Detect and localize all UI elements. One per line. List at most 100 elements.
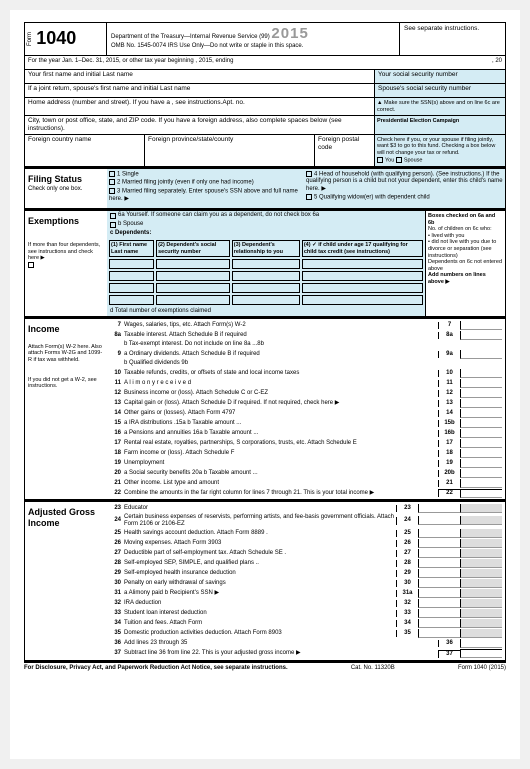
dep-row[interactable] xyxy=(109,259,154,269)
agi-label: Adjusted Gross Income xyxy=(25,502,107,659)
6d-text: d Total number of exemptions claimed xyxy=(110,308,211,315)
address-row: Home address (number and street). If you… xyxy=(24,98,506,116)
filing-label: Filing Status Check only one box. xyxy=(25,169,107,208)
amt-mid-31a[interactable] xyxy=(418,589,460,598)
your-ssn-field[interactable]: Your social security number xyxy=(375,70,505,83)
form-footer: Form 1040 (2015) xyxy=(458,665,506,672)
amt-mid-35[interactable] xyxy=(418,629,460,638)
line-30: 30Penalty on early withdrawal of savings… xyxy=(107,579,505,589)
amt-15b[interactable] xyxy=(460,419,502,428)
line-17: 17Rental real estate, royalties, partner… xyxy=(107,438,505,448)
filing-2-cb[interactable] xyxy=(109,179,115,185)
filing-sub: Check only one box. xyxy=(28,186,104,193)
foreign-country[interactable]: Foreign country name xyxy=(25,135,145,166)
footer: For Disclosure, Privacy Act, and Paperwo… xyxy=(24,661,506,672)
amt-mid-30[interactable] xyxy=(418,579,460,588)
your-name-field[interactable]: Your first name and initial Last name xyxy=(25,70,375,83)
ssn-warning: ▲ Make sure the SSN(s) above and on line… xyxy=(375,98,505,115)
filing-3-cb[interactable] xyxy=(109,188,115,194)
amt-16b[interactable] xyxy=(460,429,502,438)
amt-mid-23[interactable] xyxy=(418,504,460,513)
line-35: 35Domestic production activities deducti… xyxy=(107,629,505,639)
amt-mid-29[interactable] xyxy=(418,569,460,578)
spouse-checkbox[interactable] xyxy=(396,157,402,163)
dep-row[interactable] xyxy=(109,271,154,281)
filing-4-cb[interactable] xyxy=(306,171,312,177)
amt-17[interactable] xyxy=(460,439,502,448)
form-1040-page: Form 1040 Department of the Treasury—Int… xyxy=(10,10,520,759)
amt-13[interactable] xyxy=(460,399,502,408)
period-text: For the year Jan. 1–Dec. 31, 2015, or ot… xyxy=(28,58,233,67)
line-22: 22Combine the amounts in the far right c… xyxy=(107,488,505,498)
line-9a: 9a Ordinary dividends. Attach Schedule B… xyxy=(107,349,505,359)
amt-18[interactable] xyxy=(460,449,502,458)
dep-col4: (4) ✓ if child under age 17 qualifying f… xyxy=(302,240,423,257)
exemptions-label: Exemptions If more than four dependents,… xyxy=(25,211,107,316)
amt-22[interactable] xyxy=(460,489,502,498)
header-middle: Department of the Treasury—Internal Reve… xyxy=(107,23,400,55)
amt-mid-26[interactable] xyxy=(418,539,460,548)
filing-1: 1 Single xyxy=(117,171,139,177)
you-checkbox[interactable] xyxy=(377,157,383,163)
you-label: You xyxy=(385,157,394,163)
amt-10[interactable] xyxy=(460,369,502,378)
amt-mid-24[interactable] xyxy=(418,516,460,525)
amt-mid-34[interactable] xyxy=(418,619,460,628)
line-7: 7Wages, salaries, tips, etc. Attach Form… xyxy=(107,320,505,330)
disclosure: For Disclosure, Privacy Act, and Paperwo… xyxy=(24,665,288,672)
line-25: 25Health savings account deduction. Atta… xyxy=(107,529,505,539)
omb-number: OMB No. 1545-0074 xyxy=(111,43,166,49)
line-36: 36Add lines 23 through 3536 xyxy=(107,639,505,649)
amt-36[interactable] xyxy=(460,639,502,648)
dep-col3: (3) Dependent's relationship to you xyxy=(232,240,300,257)
line-: b Tax-exempt interest. Do not include on… xyxy=(107,340,505,349)
amt-mid-25[interactable] xyxy=(418,529,460,538)
amt-19[interactable] xyxy=(460,459,502,468)
r3: • did not live with you due to divorce o… xyxy=(428,239,496,258)
amt-14[interactable] xyxy=(460,409,502,418)
6a-cb[interactable] xyxy=(110,213,116,219)
spouse-ssn-field[interactable]: Spouse's social security number xyxy=(375,84,505,97)
amt-37[interactable] xyxy=(460,649,502,658)
line-18: 18Farm income or (loss). Attach Schedule… xyxy=(107,448,505,458)
spouse-name-field[interactable]: If a joint return, spouse's first name a… xyxy=(25,84,375,97)
amt-mid-27[interactable] xyxy=(418,549,460,558)
line-8a: 8aTaxable interest. Attach Schedule B if… xyxy=(107,330,505,340)
filing-4: 4 Head of household (with qualifying per… xyxy=(306,171,503,191)
amt-8a[interactable] xyxy=(460,331,502,340)
dep-row[interactable] xyxy=(109,295,154,305)
dep-row[interactable] xyxy=(109,283,154,293)
filing-1-cb[interactable] xyxy=(109,171,115,177)
exemptions-body: 6a Yourself. If someone can claim you as… xyxy=(107,211,425,316)
city-row: City, town or post office, state, and ZI… xyxy=(24,116,506,135)
amt-12[interactable] xyxy=(460,389,502,398)
amt-11[interactable] xyxy=(460,379,502,388)
agi-section: Adjusted Gross Income 23Educator2324Cert… xyxy=(24,500,506,660)
more-dep-cb[interactable] xyxy=(28,262,34,268)
amt-mid-32[interactable] xyxy=(418,599,460,608)
amt-9a[interactable] xyxy=(460,350,502,359)
boxes-checked: Boxes checked on 6a and 6b xyxy=(428,213,495,226)
tax-period-row: For the year Jan. 1–Dec. 31, 2015, or ot… xyxy=(24,56,506,70)
agi-lines: 23Educator2324Certain business expenses … xyxy=(107,502,505,659)
your-name-row: Your first name and initial Last name Yo… xyxy=(24,70,506,84)
amt-20b[interactable] xyxy=(460,469,502,478)
address-field[interactable]: Home address (number and street). If you… xyxy=(25,98,375,115)
city-field[interactable]: City, town or post office, state, and ZI… xyxy=(25,116,375,134)
filing-5-cb[interactable] xyxy=(306,194,312,200)
line-10: 10Taxable refunds, credits, or offsets o… xyxy=(107,368,505,378)
amt-21[interactable] xyxy=(460,479,502,488)
amt-7[interactable] xyxy=(460,321,502,330)
foreign-postal[interactable]: Foreign postal code xyxy=(315,135,375,166)
6a-text: 6a Yourself. If someone can claim you as… xyxy=(118,212,319,219)
foreign-province[interactable]: Foreign province/state/county xyxy=(145,135,315,166)
dep-col1: (1) First name Last name xyxy=(109,240,154,257)
form-number: 1040 xyxy=(36,28,76,50)
amt-mid-28[interactable] xyxy=(418,559,460,568)
6b-cb[interactable] xyxy=(110,222,116,228)
dependents-table: (1) First name Last name (2) Dependent's… xyxy=(107,238,425,307)
foreign-row: Foreign country name Foreign province/st… xyxy=(24,135,506,167)
line-31a: 31a Alimony paid b Recipient's SSN ▶31a xyxy=(107,589,505,599)
amt-mid-33[interactable] xyxy=(418,609,460,618)
header-right: See separate instructions. xyxy=(400,23,505,55)
